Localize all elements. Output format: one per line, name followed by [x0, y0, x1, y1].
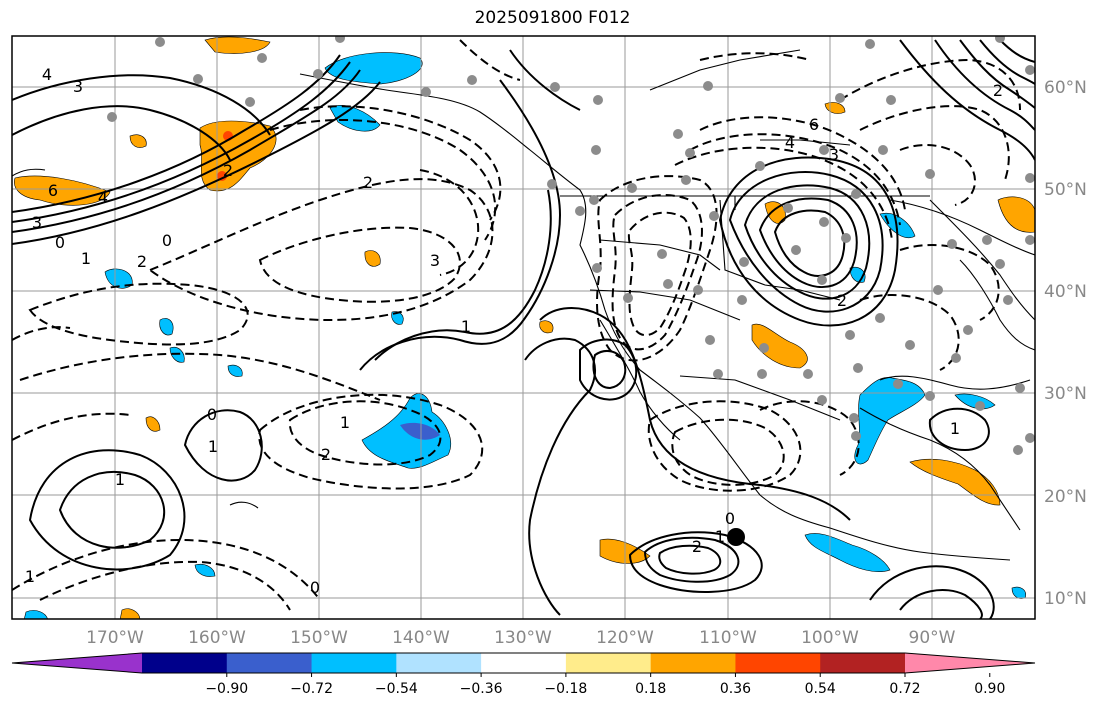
- colorbar-tick-label: 0.18: [635, 681, 666, 697]
- lon-label: 90°W: [909, 628, 956, 648]
- colorbar-bin: [735, 653, 821, 673]
- contour-label: 4: [42, 65, 52, 84]
- map-frame: [11, 35, 1036, 620]
- contour-label: 1: [208, 437, 218, 456]
- contour-label: 0: [162, 231, 172, 250]
- contour-label: 2: [321, 445, 331, 464]
- contour-label: 1: [81, 249, 91, 268]
- map-title: 2025091800 F012: [474, 8, 631, 28]
- contour-label: 2: [137, 252, 147, 271]
- colorbar-bin: [565, 653, 652, 673]
- contour-label: 3: [32, 213, 42, 232]
- colorbar-bin: [481, 653, 567, 673]
- station-dots: [107, 36, 1035, 455]
- contour-label: 1: [715, 527, 725, 546]
- contour-label: 2: [837, 291, 847, 310]
- contour-label: 3: [73, 77, 83, 96]
- colorbar-tick-label: −0.72: [290, 681, 333, 697]
- contour-label: 0: [55, 233, 65, 252]
- colorbar-tick-label: −0.18: [544, 681, 587, 697]
- contour-label: 1: [461, 317, 471, 336]
- lon-label: 100°W: [801, 628, 859, 648]
- lat-label: 50°N: [1044, 180, 1087, 200]
- colorbar: −0.90 −0.72 −0.54 −0.36 −0.18 0.18 0.36 0.54 0.7…: [11, 652, 1036, 697]
- colorbar-bin: [396, 653, 482, 673]
- lon-label: 150°W: [290, 628, 348, 648]
- contour-label: 1: [340, 413, 350, 432]
- graticule: [12, 36, 1035, 619]
- colorbar-bin: [311, 653, 397, 673]
- colorbar-tick-label: 0.72: [889, 681, 920, 697]
- lon-label: 160°W: [188, 628, 246, 648]
- colorbar-tick-label: −0.54: [375, 681, 418, 697]
- colorbar-extend-low: [12, 653, 142, 673]
- colorbar-extend-high: [905, 653, 1035, 673]
- contour-label: 1: [950, 419, 960, 438]
- lon-label: 110°W: [699, 628, 757, 648]
- contour-label: 2: [363, 173, 373, 192]
- colorbar-bin: [650, 653, 736, 673]
- longitude-labels: 170°W 160°W 150°W 140°W 130°W 120°W 110°…: [86, 628, 956, 648]
- lon-label: 170°W: [86, 628, 144, 648]
- contour-label: 4: [785, 133, 795, 152]
- latitude-labels: 60°N 50°N 40°N 30°N 20°N 10°N: [1044, 78, 1087, 609]
- contour-label: 3: [829, 145, 839, 164]
- lat-label: 60°N: [1044, 78, 1087, 98]
- colorbar-tick-label: 0.90: [974, 681, 1005, 697]
- colorbar-tick-label: 0.54: [805, 681, 836, 697]
- lat-label: 20°N: [1044, 487, 1087, 507]
- contour-label: 3: [430, 251, 440, 270]
- colorbar-tick-label: 0.36: [720, 681, 751, 697]
- lon-label: 130°W: [494, 628, 552, 648]
- lon-label: 140°W: [392, 628, 450, 648]
- colorbar-bin: [226, 653, 313, 673]
- contours-positive: [12, 39, 1035, 619]
- contour-label: 6: [48, 181, 58, 200]
- colorbar-bin: [820, 653, 906, 673]
- contour-label: 2: [993, 81, 1003, 100]
- lat-label: 40°N: [1044, 282, 1087, 302]
- contour-label: 0: [207, 405, 217, 424]
- contour-label: 2: [223, 161, 233, 180]
- contour-label: 6: [809, 115, 819, 134]
- contour-label: 0: [310, 578, 320, 597]
- contour-label: 0: [725, 509, 735, 528]
- lon-label: 120°W: [596, 628, 654, 648]
- contour-label: 2: [692, 537, 702, 556]
- colorbar-bin: [142, 653, 228, 673]
- tropical-cyclone-marker: [727, 528, 745, 546]
- contour-label: 1: [115, 470, 125, 489]
- contour-label-group: 4 3 6 4 3 0 1 2 2 3 1 2 0 1 1 2 0 1 0 2 …: [25, 65, 1003, 597]
- contour-label: 4: [98, 188, 108, 207]
- contour-label: 1: [25, 567, 35, 586]
- lat-label: 10°N: [1044, 589, 1087, 609]
- colorbar-tick-label: −0.36: [460, 681, 503, 697]
- colorbar-tick-label: −0.90: [205, 681, 248, 697]
- colorbar-outline: [11, 652, 1036, 674]
- lat-label: 30°N: [1044, 384, 1087, 404]
